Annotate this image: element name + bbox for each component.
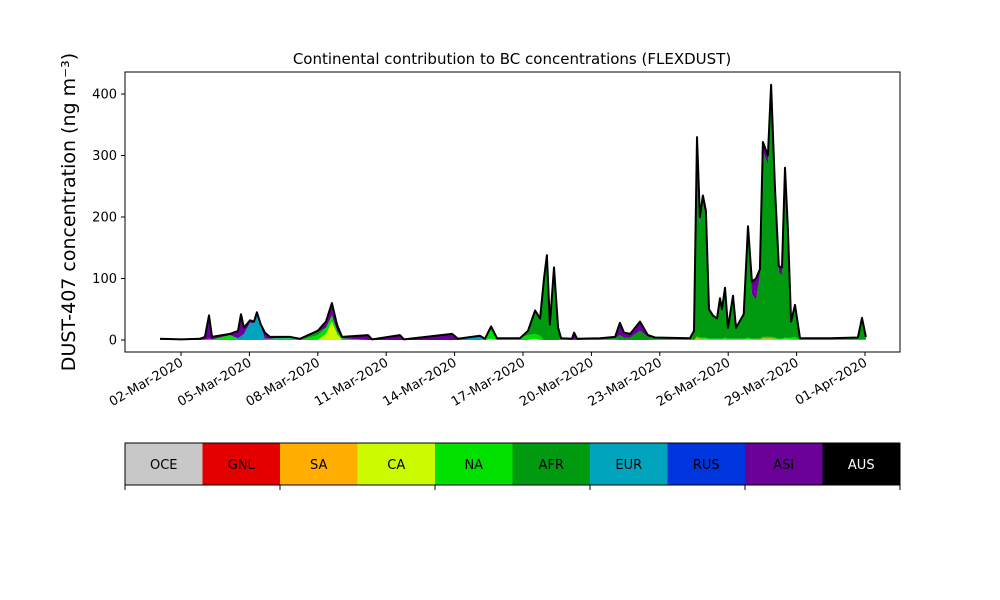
colorbar-swatch-gnl [202,443,281,485]
colorbar-frame [124,442,901,486]
x-tick-label: 26-Mar-2020 [654,355,733,409]
total-line [159,83,867,341]
x-tick-label: 20-Mar-2020 [517,355,596,409]
colorbar-swatch-sa [280,443,358,485]
x-tick-label: 29-Mar-2020 [722,355,801,409]
area-na [160,315,866,340]
x-tick-label: 02-Mar-2020 [107,355,186,409]
stacked-areas [159,83,867,341]
colorbar-swatch-asi [745,443,823,485]
colorbar-swatch-na [435,443,513,485]
colorbar-label: NA [464,458,483,473]
colorbar-label: AUS [848,458,875,473]
colorbar-label: SA [310,458,327,473]
colorbar-label: GNL [228,458,256,473]
x-tick-label: 23-Mar-2020 [586,355,665,409]
colorbar-label: ASI [773,458,794,473]
colorbar-label: EUR [615,458,642,473]
y-tick-label: 300 [92,149,117,164]
colorbar-swatch-ca [357,443,436,485]
colorbar-legend: OCE GNL SA CA NA AFR EUR RUS ASI AUS [124,442,901,490]
colorbar-swatch-aus [822,443,901,485]
colorbar-label: AFR [539,458,564,473]
colorbar-label: CA [387,458,405,473]
colorbar-label: RUS [693,458,720,473]
x-axis: 02-Mar-202005-Mar-202008-Mar-202011-Mar-… [107,352,870,410]
y-tick-label: 0 [109,334,117,349]
x-tick-label: 01-Apr-2020 [793,355,870,408]
colorbar-swatch-rus [667,443,746,485]
x-tick-label: 11-Mar-2020 [312,355,391,409]
colorbar-label: OCE [150,458,178,473]
x-tick-label: 14-Mar-2020 [380,355,459,409]
y-axis-label: DUST-407 concentration (ng m⁻³) [58,53,80,371]
y-tick-label: 100 [92,272,117,287]
x-tick-label: 05-Mar-2020 [175,355,254,409]
area-sa [160,337,866,340]
chart-title: Continental contribution to BC concentra… [293,50,731,68]
x-tick-label: 17-Mar-2020 [449,355,528,409]
x-tick-label: 08-Mar-2020 [244,355,323,409]
y-axis: 0 100 200 300 400 [92,88,125,349]
plot-frame [124,71,901,353]
area-afr [160,100,866,340]
colorbar-swatch-eur [590,443,668,485]
colorbar-swatch-oce [125,443,203,485]
y-tick-label: 200 [92,211,117,226]
y-tick-label: 400 [92,88,117,103]
area-ca [160,321,866,340]
colorbar-swatch-afr [512,443,591,485]
